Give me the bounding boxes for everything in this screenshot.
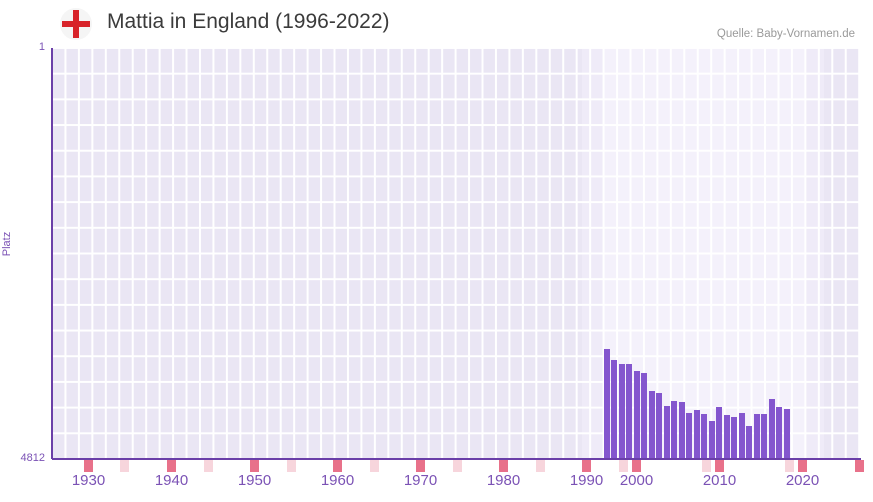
x-axis-tick-mark — [702, 460, 711, 472]
bar — [709, 421, 715, 459]
bar — [716, 407, 722, 459]
x-axis-tick-mark — [84, 460, 93, 472]
bar — [664, 406, 670, 459]
x-axis-tick-mark — [370, 460, 379, 472]
x-axis-tick-mark — [453, 460, 462, 472]
bar — [634, 371, 640, 459]
x-axis-tick-mark — [167, 460, 176, 472]
x-axis-tick-mark — [632, 460, 641, 472]
x-axis-tick-label: 1970 — [403, 472, 438, 489]
bar — [761, 414, 767, 459]
bar — [784, 409, 790, 459]
x-axis-tick-mark — [798, 460, 807, 472]
bar — [626, 364, 632, 459]
england-flag-icon — [60, 8, 92, 40]
y-axis-tick-bottom: 4812 — [20, 452, 45, 464]
bar — [701, 414, 707, 459]
x-axis-tick-mark — [333, 460, 342, 472]
x-axis-tick-mark — [785, 460, 794, 472]
bar — [679, 402, 685, 459]
x-axis-tick-mark — [619, 460, 628, 472]
bar — [731, 417, 737, 459]
bar — [619, 364, 625, 459]
source-attribution: Quelle: Baby-Vornamen.de — [716, 28, 855, 40]
x-axis-tick-mark — [715, 460, 724, 472]
bar — [604, 349, 610, 459]
plot-gridlines — [52, 48, 860, 459]
x-axis-tick-mark — [204, 460, 213, 472]
x-axis-tick-label: 1940 — [154, 472, 189, 489]
x-axis-tick-label: 1950 — [237, 472, 272, 489]
bar — [724, 415, 730, 459]
x-axis-tick-label: 1960 — [320, 472, 355, 489]
x-axis-tick-label: 1980 — [486, 472, 521, 489]
bar — [769, 399, 775, 459]
x-axis-tick-mark — [536, 460, 545, 472]
bar — [754, 414, 760, 459]
x-axis-tick-mark — [416, 460, 425, 472]
page-title: Mattia in England (1996-2022) — [107, 10, 390, 33]
bar — [694, 410, 700, 459]
x-axis-tick-label: 2010 — [702, 472, 737, 489]
y-axis-line — [51, 48, 53, 459]
bar — [686, 413, 692, 459]
bar-series — [52, 48, 860, 459]
x-axis-tick-mark — [582, 460, 591, 472]
x-axis-tick-marks — [52, 460, 864, 472]
y-axis-title: Platz — [1, 231, 13, 257]
x-axis-tick-mark — [120, 460, 129, 472]
x-axis-tick-mark — [287, 460, 296, 472]
x-axis-tick-label: 1930 — [71, 472, 106, 489]
x-axis-tick-mark — [855, 460, 864, 472]
bar — [776, 407, 782, 459]
x-axis-tick-label: 2020 — [785, 472, 820, 489]
bar — [739, 413, 745, 459]
bar — [746, 426, 752, 459]
bar — [671, 401, 677, 459]
plot-area — [52, 48, 860, 459]
chart-header: Mattia in England (1996-2022) Quelle: Ba… — [0, 0, 873, 48]
bar — [641, 373, 647, 459]
bar — [611, 360, 617, 459]
bar — [649, 391, 655, 459]
x-axis-tick-mark — [250, 460, 259, 472]
bar — [656, 393, 662, 459]
x-axis-tick-label: 2000 — [619, 472, 654, 489]
y-axis-tick-top: 1 — [38, 41, 45, 53]
x-axis-line — [52, 458, 861, 460]
x-axis-tick-mark — [499, 460, 508, 472]
x-axis-tick-label: 1990 — [569, 472, 604, 489]
